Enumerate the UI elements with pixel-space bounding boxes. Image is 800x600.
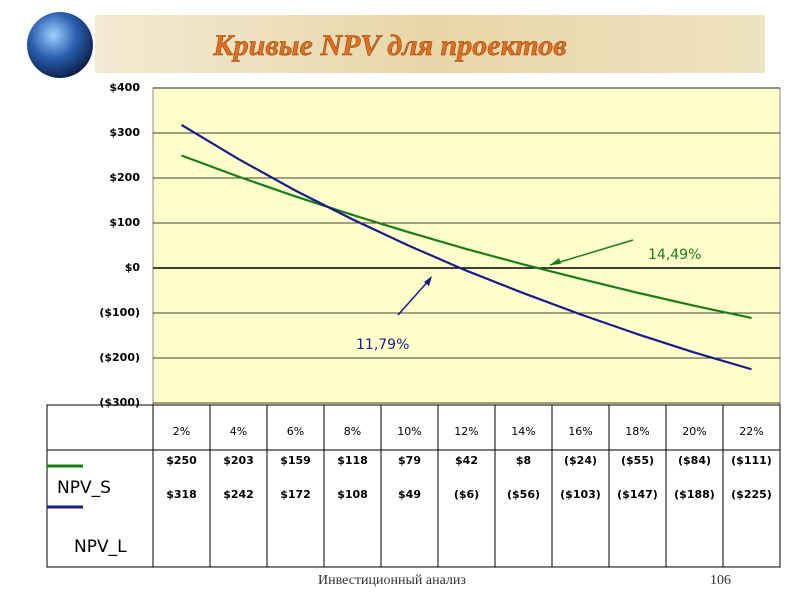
data-table xyxy=(46,404,781,568)
y-tick-label: $200 xyxy=(109,171,140,184)
value-label: $108 xyxy=(337,488,368,501)
globe-icon xyxy=(27,12,93,78)
y-tick-label: ($300) xyxy=(99,396,140,409)
y-tick-label: $0 xyxy=(125,261,141,274)
legend-label: NPV_L xyxy=(74,537,127,557)
series-line xyxy=(180,123,752,371)
x-tick-label: 10% xyxy=(397,425,421,438)
y-tick-label: $300 xyxy=(109,126,140,139)
x-tick-label: 22% xyxy=(739,425,763,438)
plot-area xyxy=(152,87,781,406)
value-label: ($103) xyxy=(560,488,601,501)
arrow-head xyxy=(550,258,561,265)
value-label: $8 xyxy=(516,454,531,467)
x-tick-label: 12% xyxy=(454,425,478,438)
header-band xyxy=(95,15,765,73)
x-tick-label: 2% xyxy=(173,425,190,438)
y-tick-label: ($100) xyxy=(99,306,140,319)
value-label: $250 xyxy=(166,454,197,467)
value-label: $318 xyxy=(166,488,197,501)
value-label: ($188) xyxy=(674,488,715,501)
y-tick-label: $400 xyxy=(109,81,140,94)
annotation: 14,49% xyxy=(648,247,701,263)
annotation: 11,79% xyxy=(356,337,409,353)
value-label: ($6) xyxy=(454,488,479,501)
footer: Инвестиционный анализ xyxy=(318,573,466,588)
legend-label: NPV_S xyxy=(57,478,111,498)
series-line xyxy=(181,154,752,320)
x-tick-label: 4% xyxy=(230,425,247,438)
value-label: $49 xyxy=(398,488,421,501)
value-label: ($24) xyxy=(564,454,597,467)
value-label: $42 xyxy=(455,454,478,467)
x-tick-label: 20% xyxy=(682,425,706,438)
y-tick-label: ($200) xyxy=(99,351,140,364)
value-label: ($225) xyxy=(731,488,772,501)
x-tick-label: 8% xyxy=(344,425,361,438)
arrow-head xyxy=(424,276,432,286)
value-label: ($56) xyxy=(507,488,540,501)
value-label: ($111) xyxy=(731,454,772,467)
value-label: ($55) xyxy=(621,454,654,467)
value-label: $242 xyxy=(223,488,254,501)
chart-title: Кривые NPV для проектов xyxy=(212,29,566,62)
value-label: $159 xyxy=(280,454,311,467)
value-label: ($84) xyxy=(678,454,711,467)
value-label: $118 xyxy=(337,454,368,467)
value-label: ($147) xyxy=(617,488,658,501)
annotation-arrow xyxy=(549,239,634,266)
page-number: 106 xyxy=(710,573,731,588)
x-tick-label: 18% xyxy=(625,425,649,438)
x-tick-label: 14% xyxy=(511,425,535,438)
x-tick-label: 16% xyxy=(568,425,592,438)
y-tick-label: $100 xyxy=(109,216,140,229)
value-label: $172 xyxy=(280,488,311,501)
value-label: $79 xyxy=(398,454,421,467)
value-label: $203 xyxy=(223,454,254,467)
x-tick-label: 6% xyxy=(287,425,304,438)
annotation-arrow xyxy=(397,277,432,316)
